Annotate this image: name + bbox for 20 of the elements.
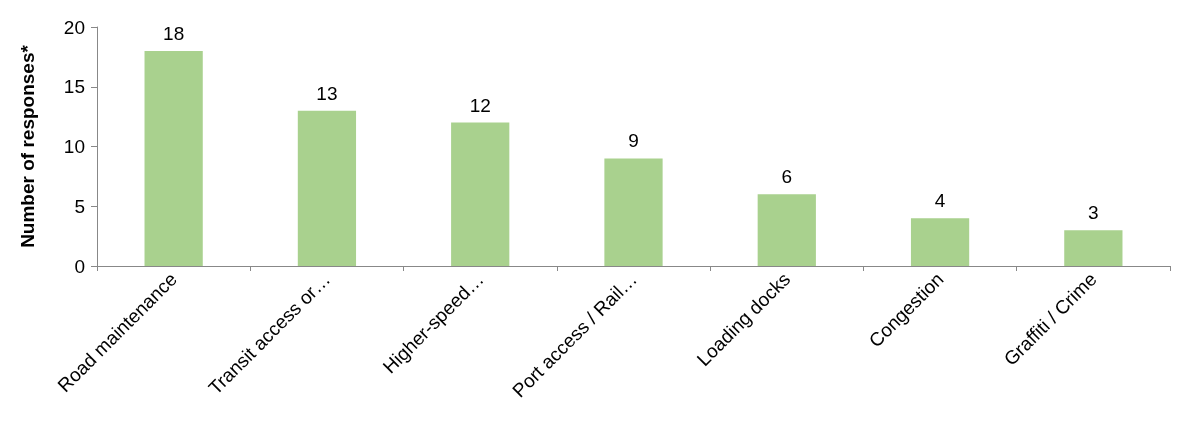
- bar: [910, 218, 970, 266]
- bar: [297, 110, 357, 266]
- data-label: 13: [316, 82, 338, 104]
- bar: [144, 50, 203, 266]
- data-label: 12: [469, 94, 491, 116]
- data-label: 4: [934, 190, 946, 212]
- y-tick-label: 10: [63, 136, 85, 157]
- y-tick-label: 0: [74, 255, 85, 277]
- y-axis-title: Number of responses*: [17, 44, 38, 248]
- y-tick-label: 5: [74, 195, 85, 217]
- data-label: 6: [781, 166, 793, 188]
- bar: [1064, 230, 1123, 266]
- data-label: 18: [163, 22, 185, 44]
- bar: [451, 122, 510, 266]
- bar: [604, 158, 663, 266]
- bar: [757, 194, 816, 266]
- y-tick-label: 15: [63, 76, 85, 98]
- y-tick-label: 20: [63, 16, 85, 38]
- data-label: 3: [1088, 202, 1099, 224]
- data-label: 9: [628, 130, 639, 152]
